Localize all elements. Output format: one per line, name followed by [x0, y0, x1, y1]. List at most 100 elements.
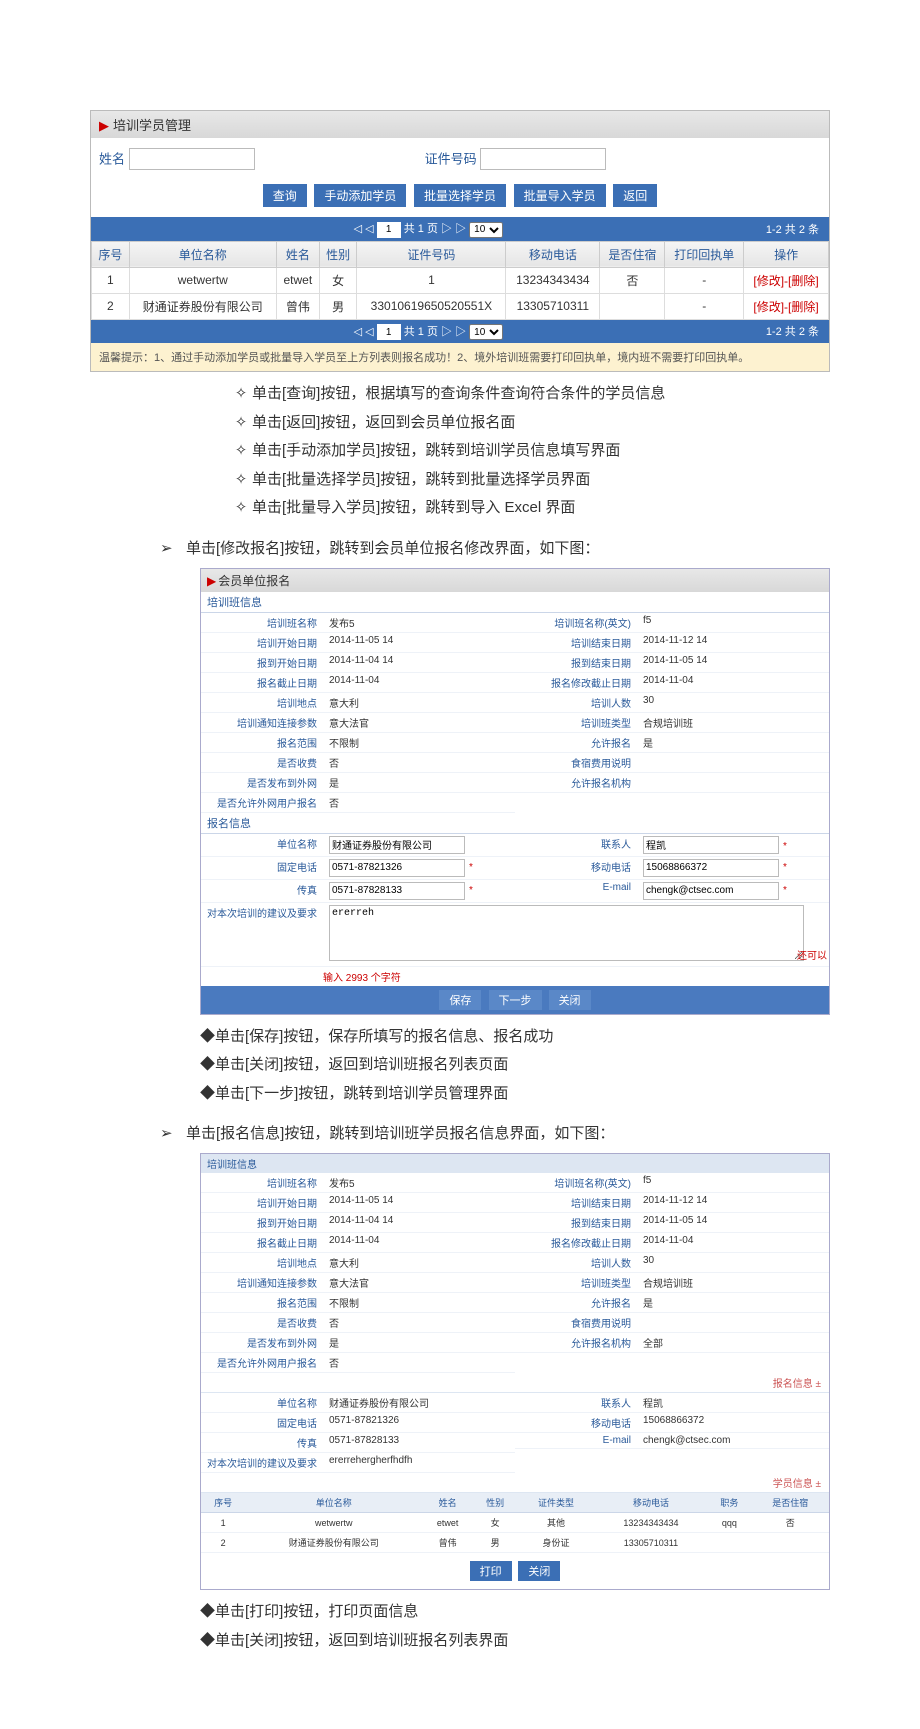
kv-val: 2014-11-04 — [637, 673, 829, 692]
manual-add-button[interactable]: 手动添加学员 — [314, 184, 406, 207]
close-button-2[interactable]: 关闭 — [518, 1561, 560, 1581]
col-mobile: 移动电话 — [506, 241, 600, 267]
kv-key: 允许报名 — [515, 733, 637, 752]
form2-sec1: 培训班信息 — [201, 1154, 829, 1173]
kv-val: 合规培训班 — [637, 713, 829, 732]
contact-k: 联系人 — [515, 834, 637, 856]
cell: wetwertw — [129, 267, 276, 293]
kv-val: 发布5 — [323, 1173, 515, 1192]
kv-key: 培训开始日期 — [201, 1193, 323, 1212]
op-cell[interactable]: [修改]-[删除] — [744, 293, 829, 319]
cell: 财通证券股份有限公司 — [129, 293, 276, 319]
cell: wetwertw — [245, 1513, 422, 1533]
kv-val: 2014-11-04 — [323, 673, 515, 692]
student-info-table: 序号 单位名称 姓名 性别 证件类型 移动电话 职务 是否住宿 1wetwert… — [201, 1493, 829, 1553]
id-input[interactable] — [480, 148, 606, 170]
cell: 13305710311 — [595, 1533, 708, 1553]
button-row: 查询 手动添加学员 批量选择学员 批量导入学员 返回 — [91, 180, 829, 217]
per-page-select[interactable]: 10 — [469, 222, 503, 238]
col-receipt: 打印回执单 — [665, 241, 744, 267]
bullet-list-3: ◆单击[打印]按钮，打印页面信息◆单击[关闭]按钮，返回到培训班报名列表界面 — [200, 1598, 830, 1655]
batch-import-button[interactable]: 批量导入学员 — [514, 184, 606, 207]
op-cell[interactable]: [修改]-[删除] — [744, 267, 829, 293]
kv-val: f5 — [637, 1173, 829, 1192]
kv-key: 培训班类型 — [515, 713, 637, 732]
page-input[interactable] — [377, 222, 401, 238]
contact-input[interactable] — [643, 836, 779, 854]
close-button[interactable]: 关闭 — [549, 990, 591, 1010]
query-button[interactable]: 查询 — [263, 184, 307, 207]
kv-key: 报名范围 — [201, 733, 323, 752]
back-button[interactable]: 返回 — [613, 184, 657, 207]
next-button[interactable]: 下一步 — [489, 990, 542, 1010]
cell — [752, 1533, 830, 1553]
arrow-line-1: ➢单击[修改报名]按钮，跳转到会员单位报名修改界面，如下图： — [160, 537, 830, 558]
kv-key: 培训班名称 — [201, 1173, 323, 1192]
cell: 财通证券股份有限公司 — [245, 1533, 422, 1553]
kv-val: 是 — [637, 1293, 829, 1312]
name-input[interactable] — [129, 148, 255, 170]
kv-key: 报到开始日期 — [201, 653, 323, 672]
c-job: 职务 — [707, 1493, 751, 1513]
hint-text: 温馨提示：1、通过手动添加学员或批量导入学员至上方列表则报名成功！2、境外培训班… — [91, 343, 829, 371]
kv-key: 报名截止日期 — [201, 673, 323, 692]
kv-key: 培训人数 — [515, 1253, 637, 1272]
kv-val — [637, 753, 829, 772]
tel-k: 固定电话 — [201, 857, 323, 879]
kv-val: 2014-11-05 14 — [323, 1193, 515, 1212]
kv-key: 是否允许外网用户报名 — [201, 1353, 323, 1372]
kv-key: 培训结束日期 — [515, 633, 637, 652]
arrow-line-2: ➢单击[报名信息]按钮，跳转到培训班学员报名信息界面，如下图： — [160, 1122, 830, 1143]
kv-key: 食宿费用说明 — [515, 1313, 637, 1332]
cell: 男 — [319, 293, 357, 319]
page-input-b[interactable] — [377, 324, 401, 340]
kv-key: 食宿费用说明 — [515, 753, 637, 772]
c-mobile: 移动电话 — [595, 1493, 708, 1513]
cell: 否 — [752, 1513, 830, 1533]
kv-val: 30 — [637, 1253, 829, 1272]
pager-top: ◁ ◁ 共 1 页 ▷ ▷ 10 1-2 共 2 条 — [91, 217, 829, 241]
kv-key: 培训结束日期 — [515, 1193, 637, 1212]
pager-summary: 1-2 共 2 条 — [766, 221, 829, 237]
kv-val: 2014-11-12 14 — [637, 1193, 829, 1212]
cell: etwet — [276, 267, 319, 293]
kv-val: 意大利 — [323, 693, 515, 712]
cell: 曾伟 — [276, 293, 319, 319]
cell: 33010619650520551X — [357, 293, 506, 319]
email-input[interactable] — [643, 882, 779, 900]
kv-val: 是 — [637, 733, 829, 752]
org-input[interactable] — [329, 836, 465, 854]
c-idtype: 证件类型 — [517, 1493, 594, 1513]
tel-input[interactable] — [329, 859, 465, 877]
kv-val: 是 — [323, 773, 515, 792]
kv-key: 报名修改截止日期 — [515, 1233, 637, 1252]
per-page-select-b[interactable]: 10 — [469, 324, 503, 340]
kv-key: 允许报名 — [515, 1293, 637, 1312]
kv-val: 2014-11-04 14 — [323, 1213, 515, 1232]
form1-sec1: 培训班信息 — [201, 592, 829, 613]
col-gender: 性别 — [319, 241, 357, 267]
form-screenshot-2: 培训班信息 培训班名称发布5培训开始日期2014-11-05 14报到开始日期2… — [200, 1153, 830, 1590]
kv-key: 报到开始日期 — [201, 1213, 323, 1232]
c-org: 单位名称 — [245, 1493, 422, 1513]
tag-studentinfo[interactable]: 学员信息 ± — [201, 1473, 829, 1493]
col-stay: 是否住宿 — [600, 241, 665, 267]
sug-k: 对本次培训的建议及要求 — [201, 903, 323, 966]
fax-input[interactable] — [329, 882, 465, 900]
cell: 13305710311 — [506, 293, 600, 319]
kv-val: 是 — [323, 1333, 515, 1352]
mob-input[interactable] — [643, 859, 779, 877]
cell — [600, 293, 665, 319]
bullet-item: ◆单击[保存]按钮，保存所填写的报名信息、报名成功 — [200, 1023, 830, 1052]
tag-reginfo[interactable]: 报名信息 ± — [201, 1373, 829, 1393]
sug-textarea[interactable] — [329, 905, 804, 961]
kv-val: 否 — [323, 793, 515, 812]
kv-key: 报名修改截止日期 — [515, 673, 637, 692]
c-name: 姓名 — [422, 1493, 473, 1513]
kv-val: 合规培训班 — [637, 1273, 829, 1292]
save-button[interactable]: 保存 — [439, 990, 481, 1010]
batch-select-button[interactable]: 批量选择学员 — [414, 184, 506, 207]
print-button[interactable]: 打印 — [470, 1561, 512, 1581]
panel-title: ▶培训学员管理 — [91, 111, 829, 138]
page-total-b: 共 1 页 — [404, 326, 438, 338]
